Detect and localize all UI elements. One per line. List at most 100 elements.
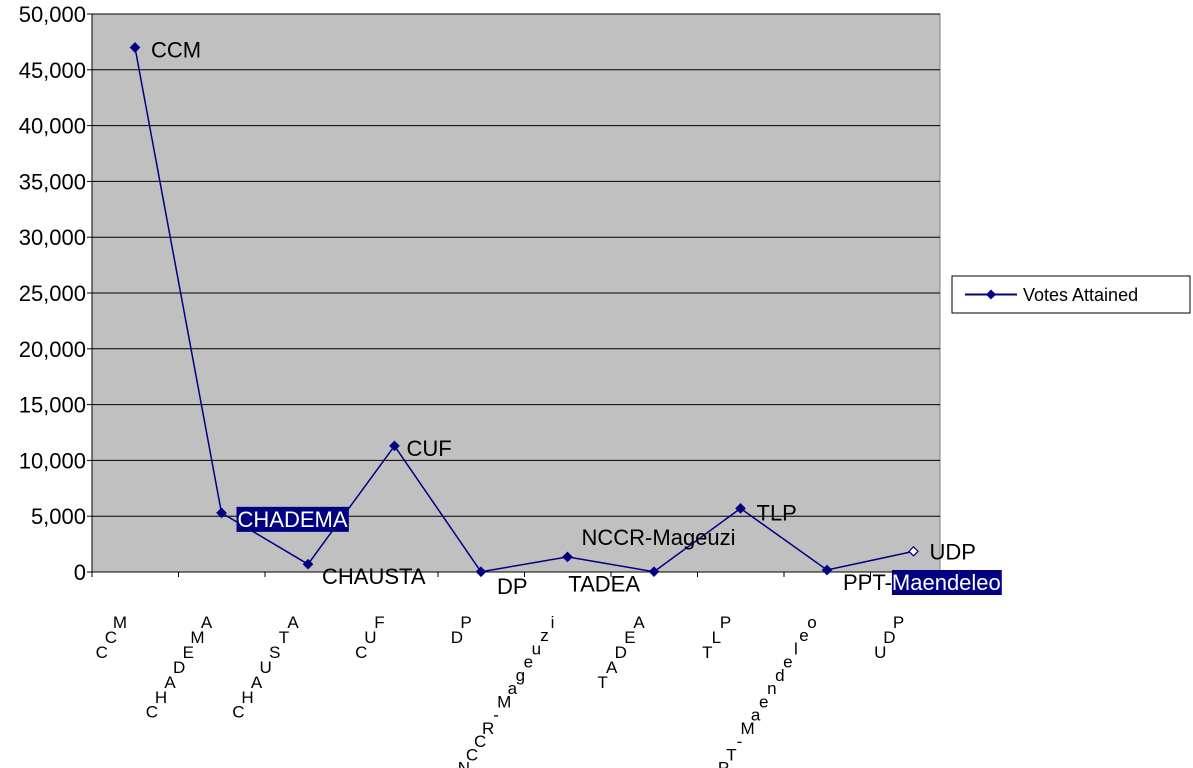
- series-line-votes-attained: [134, 47, 914, 573]
- gridlines: [92, 13, 940, 517]
- x-category-label-char: C: [105, 628, 117, 647]
- data-label: PPT-: [843, 570, 892, 595]
- x-category-label-char: a: [751, 706, 761, 725]
- x-category-label-char: -: [493, 706, 499, 725]
- data-point: [908, 546, 919, 557]
- y-tick-label: 35,000: [19, 169, 86, 194]
- x-category-label-char: T: [279, 628, 289, 647]
- x-category-label-char: M: [741, 719, 755, 738]
- x-category-label-char: T: [597, 673, 607, 692]
- data-point: [562, 551, 573, 563]
- x-category-label-char: U: [364, 628, 376, 647]
- x-category-label-char: T: [702, 643, 712, 662]
- data-point: [389, 440, 400, 452]
- x-category-label-char: U: [874, 643, 886, 662]
- data-label-highlight-box: [236, 506, 349, 532]
- x-category-label-char: P: [720, 613, 731, 632]
- x-category-label-char: e: [799, 626, 808, 645]
- y-tick-label: 45,000: [19, 58, 86, 83]
- x-category-label-char: C: [474, 732, 486, 751]
- x-category-label-char: R: [482, 719, 494, 738]
- x-category-label-char: S: [269, 643, 280, 662]
- x-category-label-char: e: [524, 653, 533, 672]
- x-category-label-char: e: [783, 653, 792, 672]
- x-category-label-char: T: [726, 745, 736, 764]
- x-category-label-char: C: [96, 643, 108, 662]
- data-label-highlighted: CHADEMA: [238, 507, 348, 532]
- y-tick-label: 15,000: [19, 393, 86, 418]
- data-label-highlight-box: [891, 569, 1002, 595]
- x-category-label-char: D: [173, 658, 185, 677]
- data-point: [821, 564, 833, 576]
- data-point: [216, 507, 227, 519]
- y-tick-label: 5,000: [31, 504, 86, 529]
- x-category-label-char: A: [287, 613, 299, 632]
- x-category-label-char: o: [807, 613, 816, 632]
- data-label: TADEA: [568, 572, 640, 597]
- data-point: [648, 566, 660, 578]
- data-label: CUF: [407, 436, 452, 461]
- x-category-label-char: P: [893, 613, 904, 632]
- x-category-label-char: E: [624, 628, 635, 647]
- x-category-label-char: n: [767, 679, 776, 698]
- x-category-label-char: g: [516, 666, 525, 685]
- data-labels: CCM CHADEMA CHAUSTA CUF DP NCCR-Mageuzi TADEA T…: [151, 37, 1002, 599]
- x-category-label-char: U: [260, 658, 272, 677]
- data-point: [475, 566, 487, 578]
- x-category-label-char: A: [251, 673, 263, 692]
- x-category-label-char: D: [451, 628, 463, 647]
- x-category-label-char: N: [458, 759, 470, 768]
- y-tick-label: 10,000: [19, 448, 86, 473]
- x-category-label-char: D: [615, 643, 627, 662]
- legend: Votes Attained: [951, 275, 1191, 314]
- data-label: NCCR-Mageuzi: [582, 525, 736, 550]
- x-category-label-char: P: [718, 759, 729, 768]
- x-category-label-char: z: [540, 626, 549, 645]
- data-label: TLP: [757, 500, 797, 525]
- data-points: [129, 42, 919, 578]
- x-category-label-char: a: [508, 679, 518, 698]
- x-axis-ticks: [91, 572, 871, 577]
- y-tick-label: 40,000: [19, 114, 86, 139]
- legend-marker: [986, 289, 996, 300]
- x-category-label-char: L: [712, 628, 721, 647]
- x-category-label-char: M: [190, 628, 204, 647]
- y-axis-ticks: 0 5,000 10,000 15,000 20,000 25,000 30,000 35,0…: [19, 2, 92, 585]
- x-category-label-char: C: [355, 643, 367, 662]
- data-label: CHAUSTA: [322, 564, 426, 589]
- x-category-label-char: d: [775, 666, 784, 685]
- x-category-label-char: E: [183, 643, 194, 662]
- x-axis-category-labels: CCMCHADEMACHAUSTACUFDPNCCR-MageuziTADEAT…: [96, 613, 905, 768]
- data-label-highlighted: Maendeleo: [892, 570, 1001, 595]
- x-category-label-char: M: [113, 613, 127, 632]
- x-category-label-char: F: [374, 613, 384, 632]
- data-point: [302, 558, 314, 570]
- x-category-label-char: A: [201, 613, 213, 632]
- data-label: DP: [497, 574, 528, 599]
- legend-label: Votes Attained: [1023, 285, 1138, 305]
- x-category-label-char: i: [551, 613, 555, 632]
- x-category-label-char: H: [241, 688, 253, 707]
- y-tick-label: 0: [74, 560, 86, 585]
- data-point: [129, 42, 141, 53]
- x-category-label-char: A: [164, 673, 176, 692]
- x-category-label-char: C: [232, 703, 244, 722]
- x-category-label-char: -: [737, 732, 743, 751]
- x-category-label-char: M: [497, 692, 511, 711]
- x-category-label-char: A: [633, 613, 645, 632]
- x-category-label-char: u: [532, 640, 541, 659]
- y-tick-label: 25,000: [19, 281, 86, 306]
- x-category-label-char: D: [883, 628, 895, 647]
- x-category-label-char: C: [466, 745, 478, 764]
- data-label: CCM: [151, 37, 201, 62]
- data-point: [735, 503, 746, 514]
- y-tick-label: 50,000: [19, 2, 86, 27]
- x-category-label-char: l: [794, 640, 798, 659]
- y-tick-label: 30,000: [19, 225, 86, 250]
- x-category-label-char: C: [146, 703, 158, 722]
- x-category-label-char: e: [759, 692, 768, 711]
- x-category-label-char: A: [606, 658, 618, 677]
- x-category-label-char: H: [155, 688, 167, 707]
- data-label: UDP: [930, 539, 976, 564]
